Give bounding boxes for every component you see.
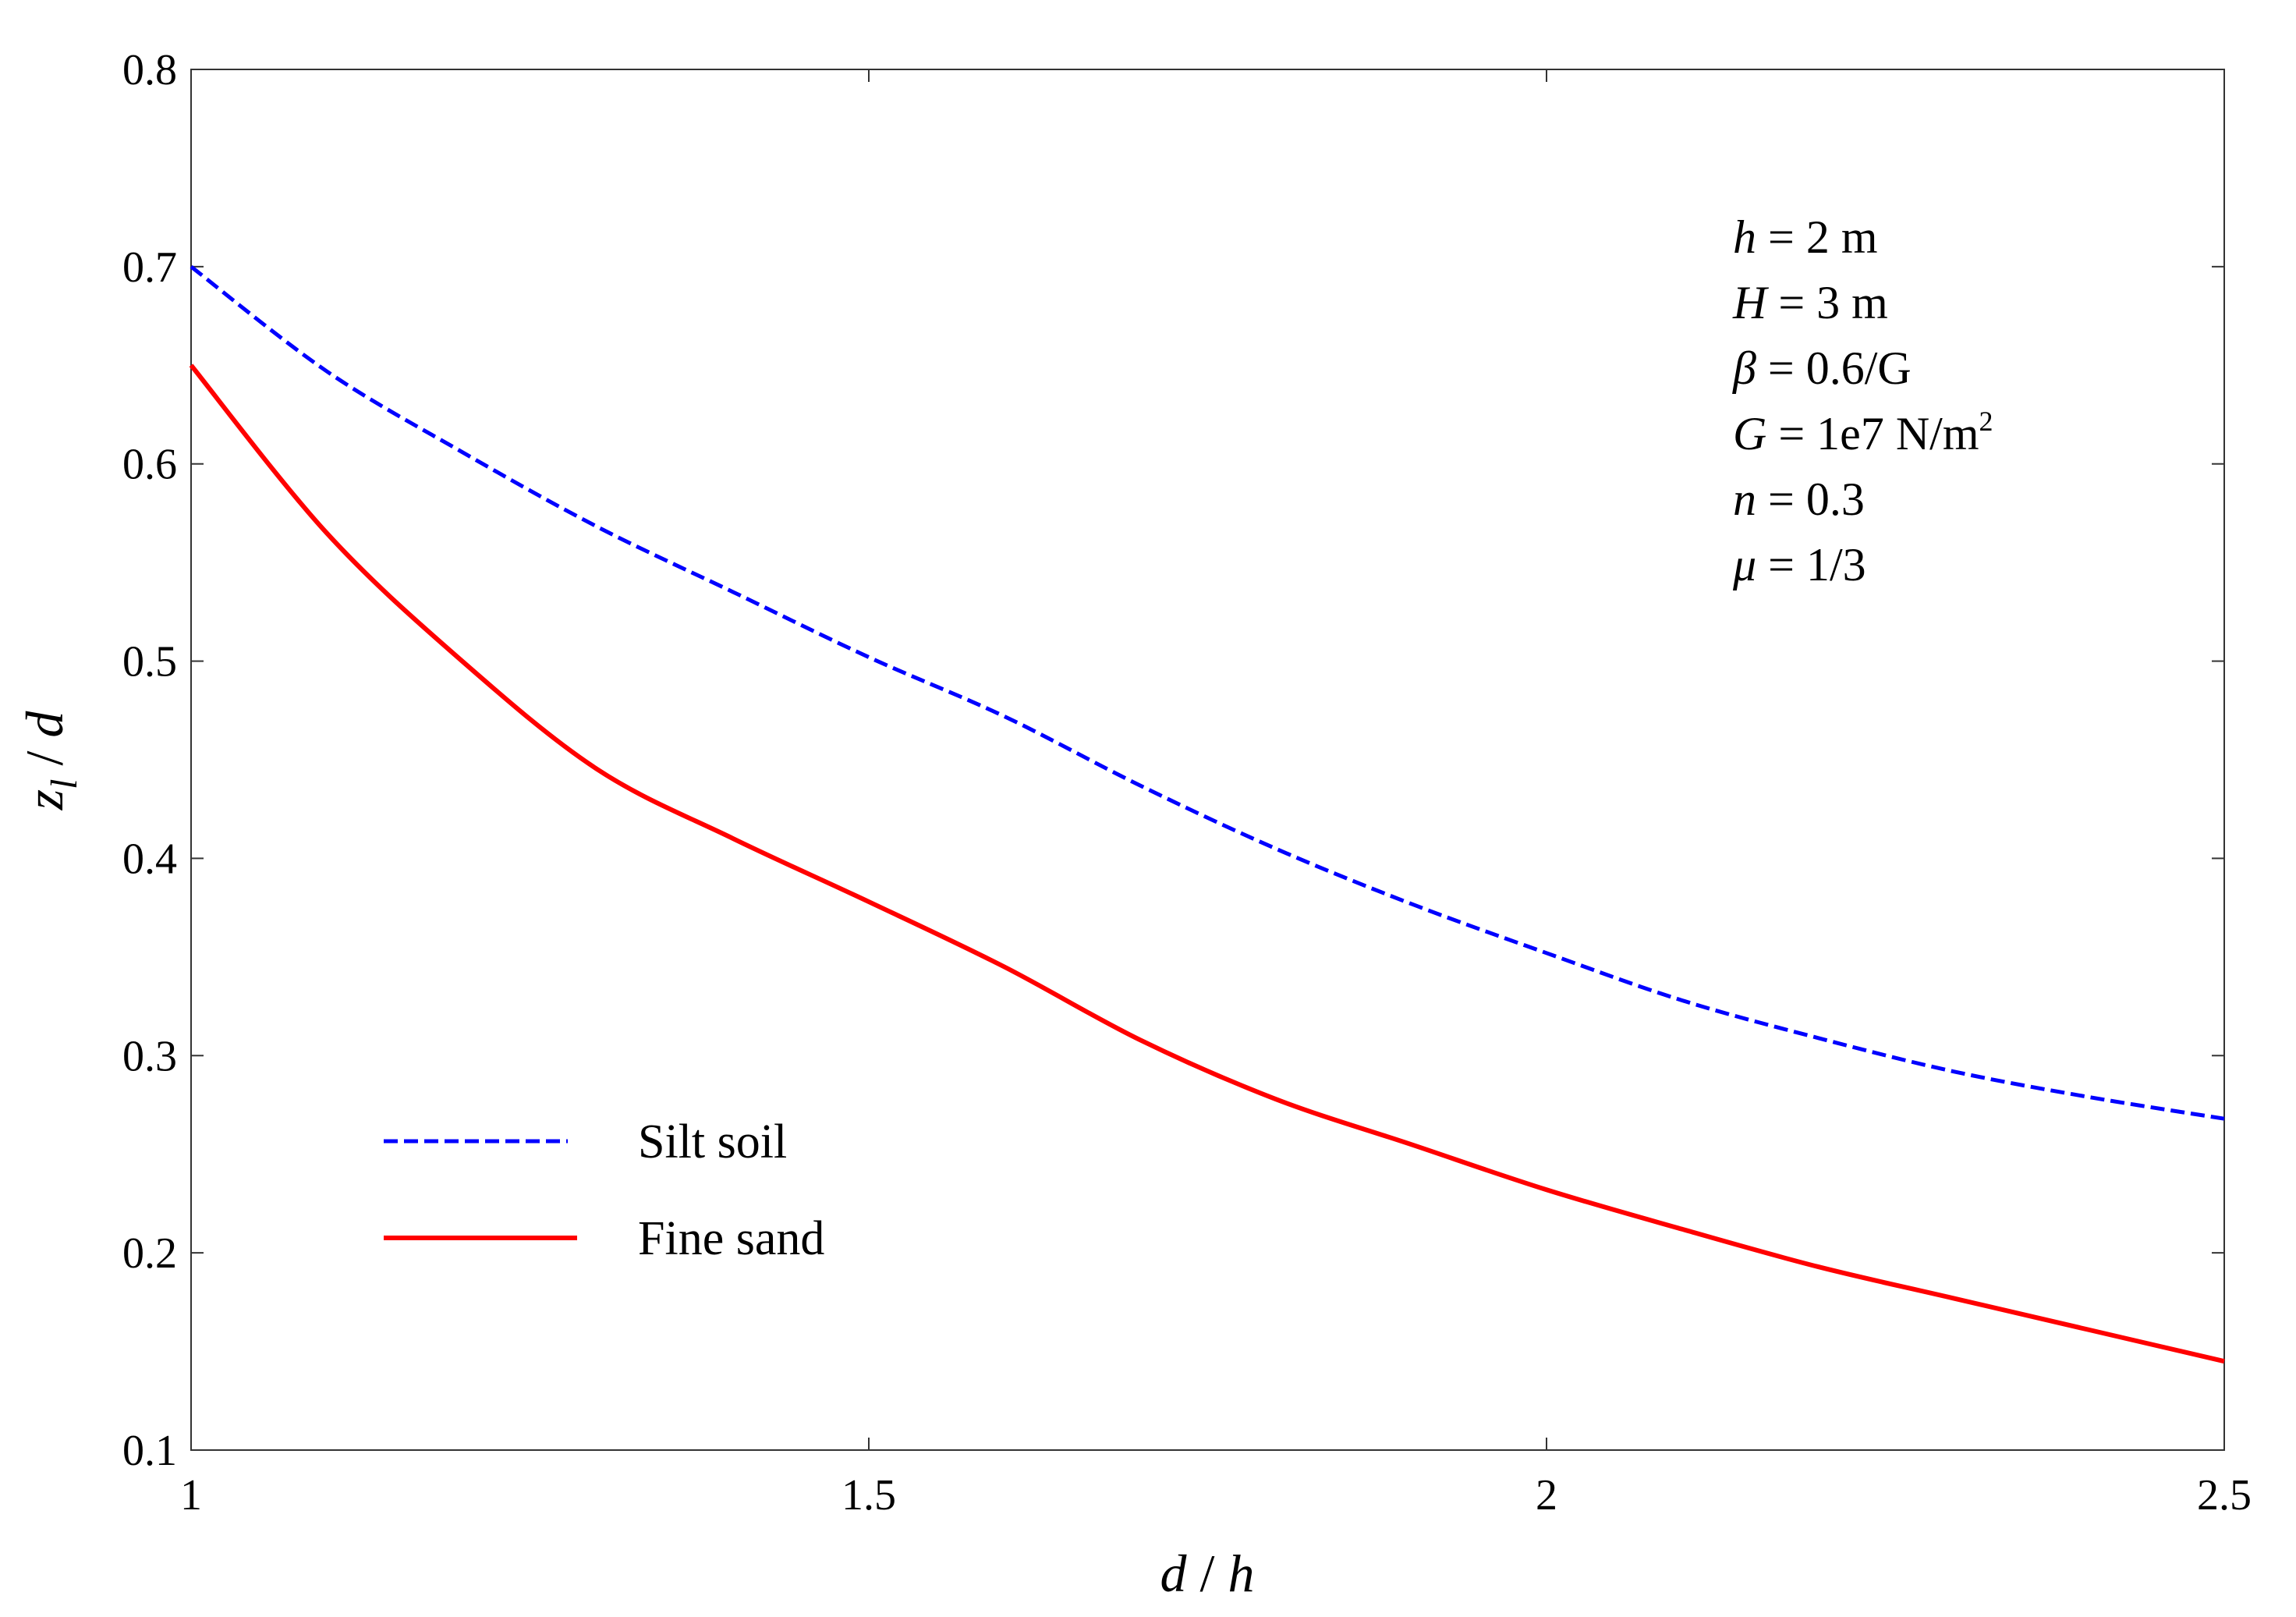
param-h-var: h: [1733, 211, 1756, 263]
param-H-value: = 3 m: [1766, 277, 1888, 328]
param-H-var: H: [1732, 277, 1770, 328]
y-tick-label: 0.5: [122, 638, 177, 686]
param-H: H = 3 m: [1732, 277, 1888, 328]
x-tick-label: 2: [1536, 1471, 1557, 1519]
param-beta-var: β: [1732, 342, 1756, 394]
x-axis-title-var-b: h: [1228, 1544, 1254, 1603]
param-G: G = 1e7 N/m2: [1733, 406, 1993, 459]
series-lines: [189, 264, 2225, 1364]
legend: Silt soil Fine sand: [384, 1115, 824, 1265]
x-axis-title: d / h: [1160, 1544, 1255, 1603]
x-tick-label: 2.5: [2197, 1471, 2252, 1519]
x-axis-title-var-a: d: [1160, 1544, 1188, 1603]
y-tick-label: 0.6: [122, 441, 177, 489]
axis-tick-labels: 1 1.5 2 2.5 0.1 0.2 0.3 0.4 0.5 0.6 0.7 0.8: [122, 46, 2252, 1519]
axis-ticks: [190, 69, 2225, 1451]
y-tick-label: 0.4: [122, 835, 177, 883]
param-G-sup: 2: [1979, 406, 1993, 437]
param-beta-value: = 0.6/G: [1756, 342, 1912, 394]
y-tick-label: 0.1: [122, 1427, 177, 1475]
param-mu: μ = 1/3: [1732, 539, 1866, 590]
param-beta: β = 0.6/G: [1732, 342, 1912, 394]
y-axis-title: zl / d: [15, 711, 85, 811]
parameter-annotations: h = 2 m H = 3 m β = 0.6/G G = 1e7 N/m2 n…: [1732, 211, 1993, 590]
param-h-value: = 2 m: [1756, 211, 1878, 263]
x-tick-label: 1: [180, 1471, 202, 1519]
param-n-var: n: [1733, 473, 1756, 525]
y-axis-title-var-a: z: [15, 789, 74, 810]
series-line-fine-sand: [189, 363, 2225, 1364]
y-axis-title-sep: /: [15, 738, 74, 779]
param-G-var: G: [1733, 408, 1766, 459]
y-axis-title-var-b: d: [15, 711, 74, 738]
legend-label-silt-soil: Silt soil: [638, 1115, 787, 1168]
y-axis-title-sub: l: [44, 779, 85, 789]
x-axis-title-sep: /: [1187, 1544, 1228, 1603]
x-tick-label: 1.5: [842, 1471, 896, 1519]
plot-frame: [190, 69, 2225, 1451]
y-tick-label: 0.2: [122, 1229, 177, 1278]
param-mu-value: = 1/3: [1756, 539, 1866, 590]
param-G-value: = 1e7 N/m: [1766, 408, 1979, 459]
param-n: n = 0.3: [1733, 473, 1865, 525]
y-tick-label: 0.8: [122, 46, 177, 94]
legend-label-fine-sand: Fine sand: [638, 1212, 824, 1265]
y-tick-label: 0.3: [122, 1032, 177, 1080]
y-tick-label: 0.7: [122, 243, 177, 292]
param-n-value: = 0.3: [1756, 473, 1865, 525]
param-mu-var: μ: [1732, 539, 1756, 590]
series-line-silt-soil: [190, 264, 2225, 1121]
param-h: h = 2 m: [1733, 211, 1878, 263]
